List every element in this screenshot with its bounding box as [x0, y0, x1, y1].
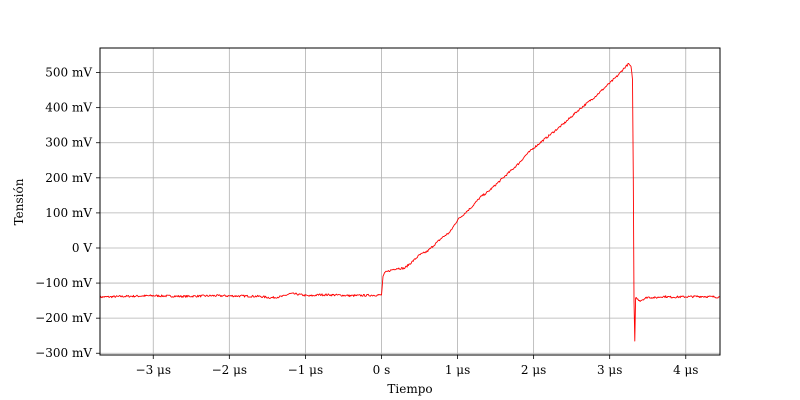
x-tick-label: 2 μs: [521, 363, 546, 377]
y-tick-label: 300 mV: [45, 136, 92, 150]
x-axis: −3 μs −2 μs −1 μs 0 s 1 μs 2 μs 3 μs 4 μs: [136, 355, 698, 377]
y-axis: −300 mV −200 mV −100 mV 0 V 100 mV 200 mV 300 …: [35, 66, 100, 360]
x-tick-label: 3 μs: [597, 363, 622, 377]
x-tick-label: −3 μs: [136, 363, 171, 377]
y-tick-label: 100 mV: [45, 206, 92, 220]
series-line: [100, 62, 720, 342]
y-axis-label: Tensión: [12, 178, 26, 225]
y-tick-label: 0 V: [72, 241, 92, 255]
x-tick-label: −1 μs: [288, 363, 323, 377]
y-tick-label: −200 mV: [35, 311, 92, 325]
x-tick-label: −2 μs: [212, 363, 247, 377]
series-layer: [100, 62, 720, 342]
y-tick-label: −300 mV: [35, 346, 92, 360]
y-tick-label: −100 mV: [35, 276, 92, 290]
x-tick-label: 0 s: [373, 363, 391, 377]
y-tick-label: 500 mV: [45, 66, 92, 80]
x-tick-label: 1 μs: [445, 363, 470, 377]
y-tick-label: 400 mV: [45, 101, 92, 115]
y-tick-label: 200 mV: [45, 171, 92, 185]
grid: [100, 48, 720, 355]
x-axis-label: Tiempo: [387, 382, 432, 396]
plot-frame: [99, 47, 721, 356]
x-tick-label: 4 μs: [673, 363, 698, 377]
